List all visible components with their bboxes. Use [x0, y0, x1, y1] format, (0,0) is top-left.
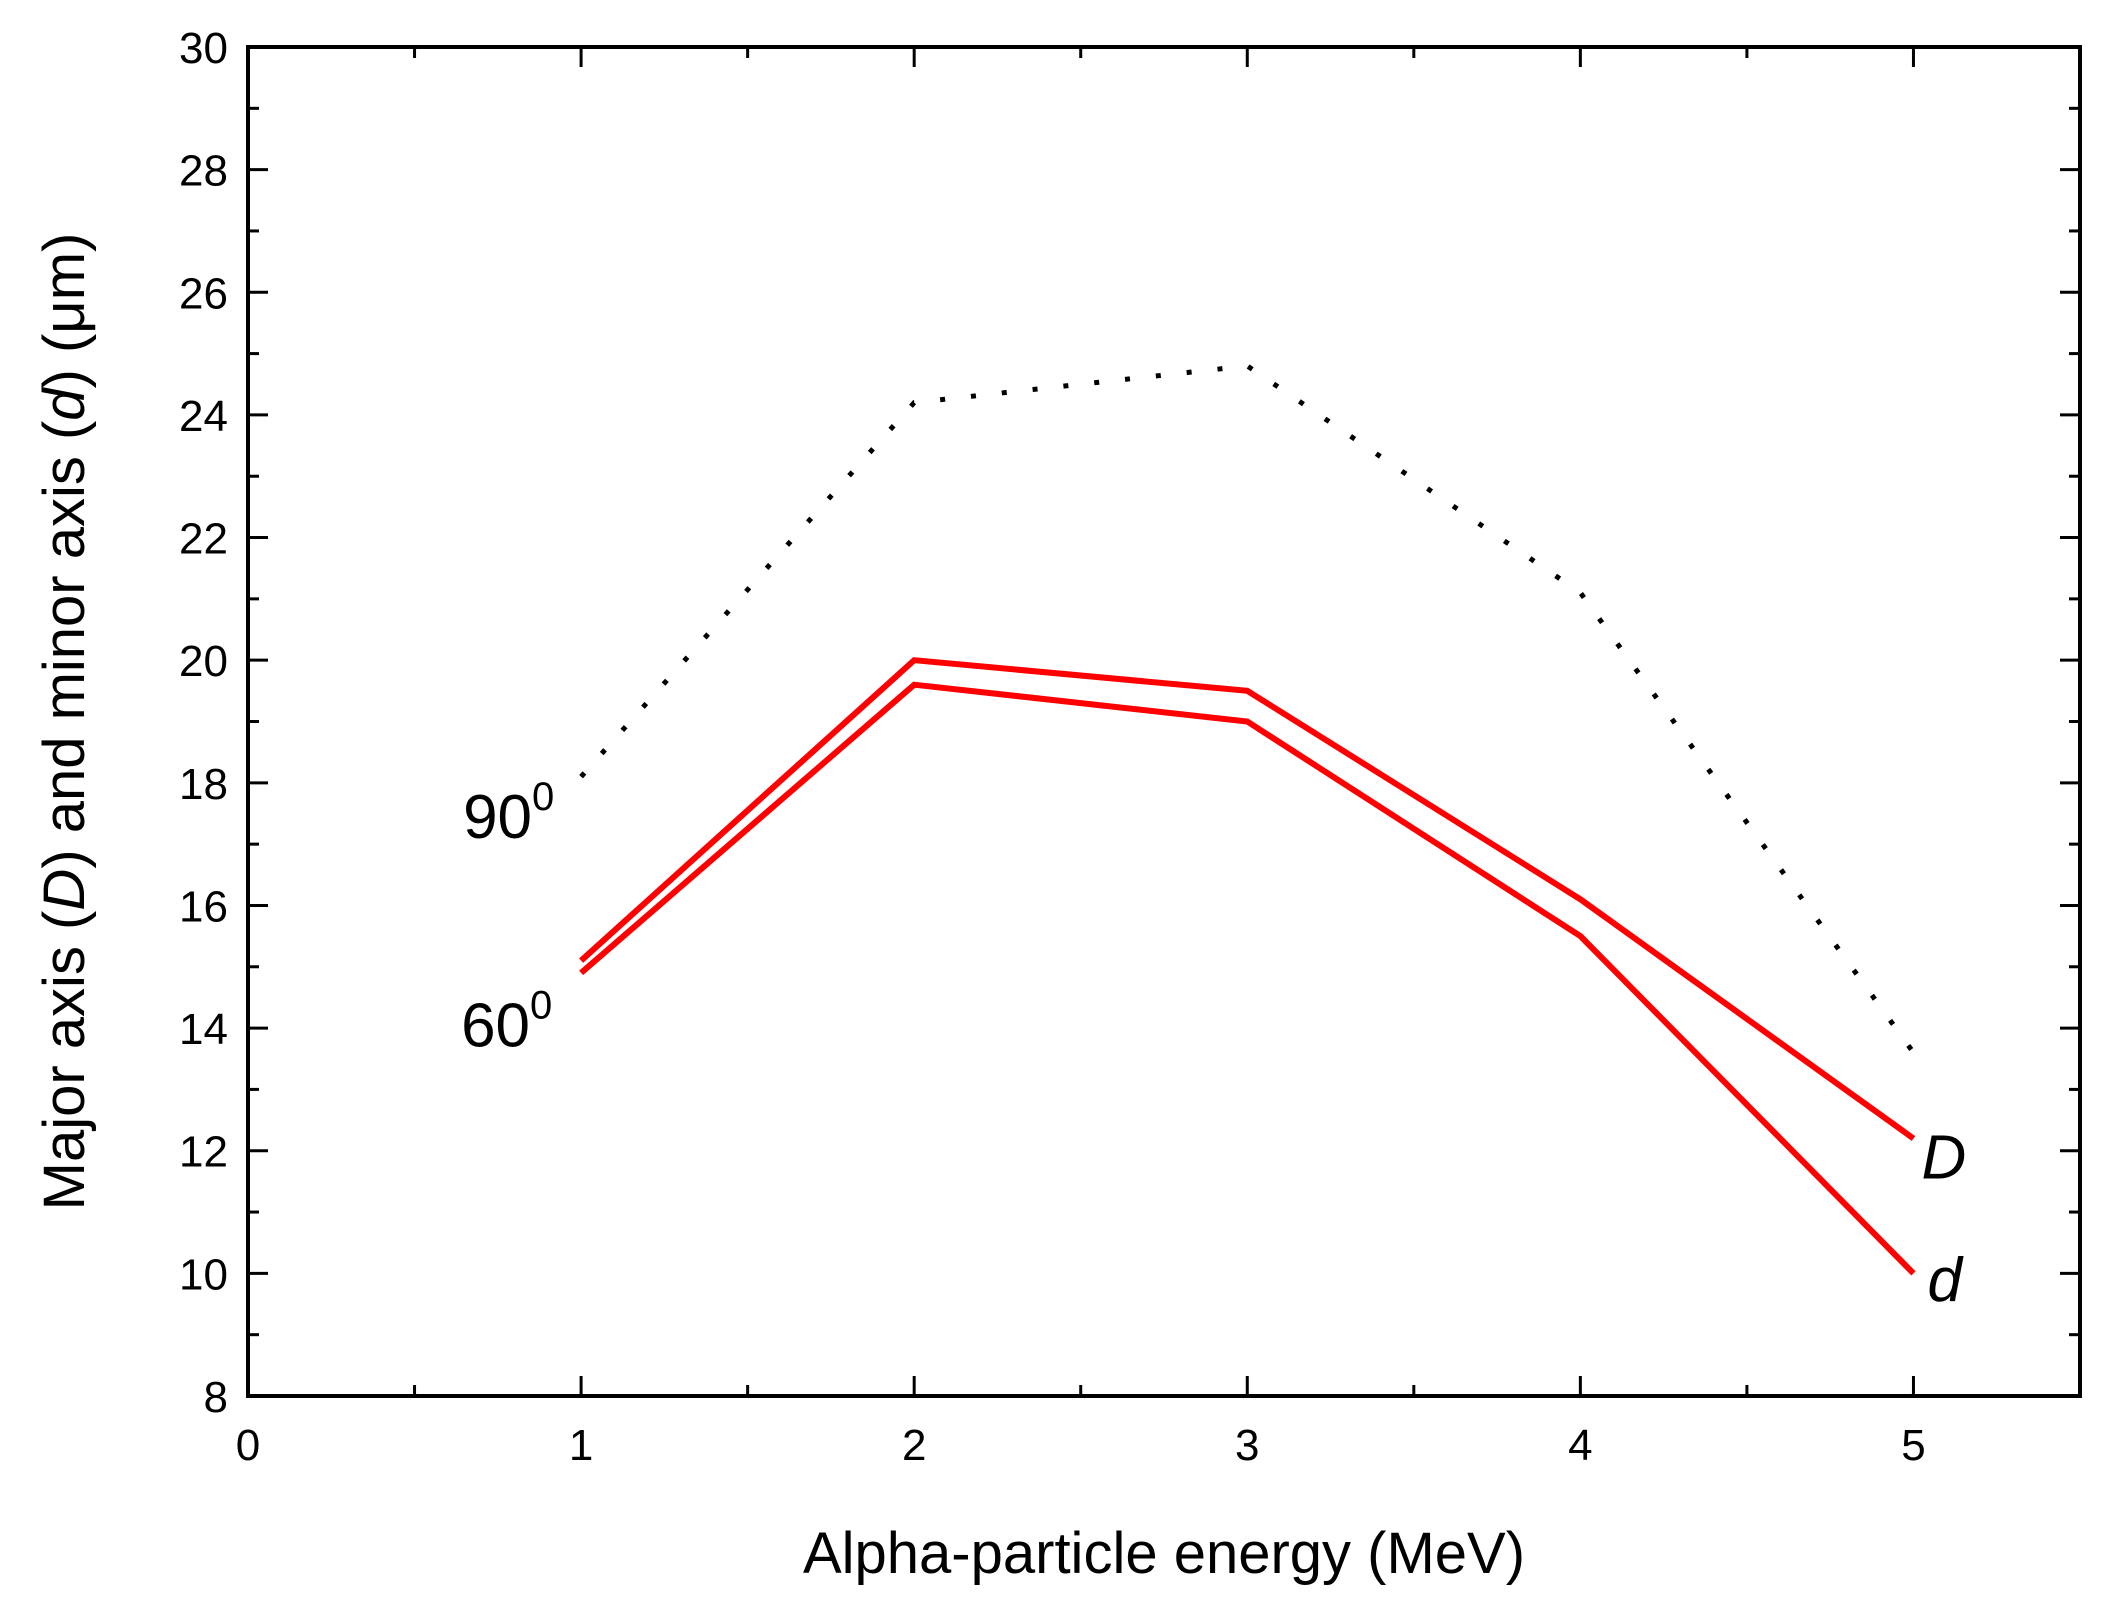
series-label-D: D — [1921, 1123, 1966, 1192]
x-tick-label-2: 2 — [902, 1421, 926, 1470]
angle-60-label-sup: 0 — [530, 983, 552, 1027]
x-tick-label-4: 4 — [1568, 1421, 1592, 1470]
angle-90-label-sup: 0 — [532, 775, 554, 819]
x-tick-label-0: 0 — [236, 1421, 260, 1470]
series-label-d: d — [1927, 1246, 1964, 1315]
y-axis-title-part-3: ) (μm) — [32, 233, 97, 389]
series-d-60-line — [579, 681, 1916, 1276]
x-tick-label-1: 1 — [569, 1421, 593, 1470]
x-tick-label-5: 5 — [1901, 1421, 1925, 1470]
plot-frame — [246, 45, 2082, 1398]
y-tick-label-10: 10 — [179, 1250, 228, 1299]
y-tick-label-14: 14 — [179, 1005, 228, 1054]
y-tick-label-8: 8 — [204, 1373, 228, 1422]
angle-90-label: 900 — [463, 775, 554, 852]
y-axis-title-part-1: Major axis ( — [32, 911, 97, 1211]
angle-90-label-base: 90 — [463, 783, 532, 852]
angle-60-label: 600 — [461, 983, 552, 1060]
y-axis-title-part-2: ) and minor axis ( — [32, 421, 97, 869]
series-d-60-line — [579, 657, 1916, 1141]
y-tick-label-26: 26 — [179, 269, 228, 318]
angle-60-label-base: 60 — [461, 991, 530, 1060]
y-tick-label-24: 24 — [179, 392, 228, 441]
x-axis-title: Alpha-particle energy (MeV) — [803, 1521, 1525, 1586]
y-tick-label-12: 12 — [179, 1128, 228, 1177]
y-tick-label-20: 20 — [179, 637, 228, 686]
y-tick-label-28: 28 — [179, 147, 228, 196]
series-layer — [579, 363, 1916, 1276]
y-tick-label-18: 18 — [179, 760, 228, 809]
y-tick-label-16: 16 — [179, 882, 228, 931]
x-tick-label-3: 3 — [1235, 1421, 1259, 1470]
series-d-90-line — [579, 363, 1916, 1055]
y-tick-label-30: 30 — [179, 24, 228, 73]
y-axis-title-symbol-D: D — [32, 869, 97, 911]
y-axis-title: Major axis (D) and minor axis (d) (μm) — [32, 233, 97, 1211]
y-axis-title-symbol-d: d — [32, 387, 97, 421]
y-tick-label-22: 22 — [179, 515, 228, 564]
